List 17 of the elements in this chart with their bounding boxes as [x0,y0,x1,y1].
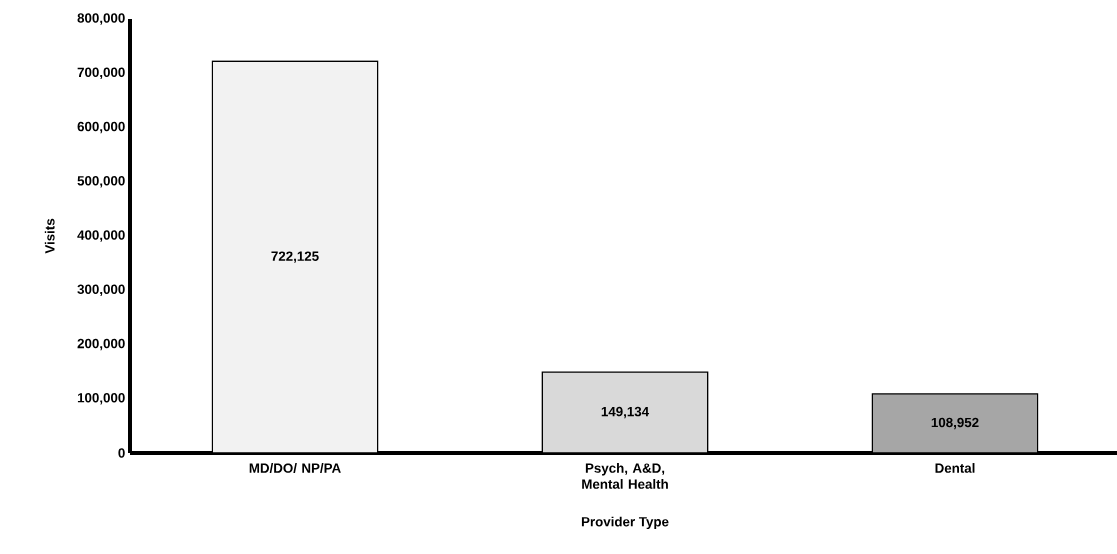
x-tick-label: Psych, A&D, Mental Health [582,463,668,489]
y-tick-label: 100,000 [77,393,125,405]
y-tick-label: 200,000 [77,338,125,351]
x-axis-title: Provider Type [581,516,669,530]
y-tick-label: 600,000 [77,121,125,134]
y-axis-title: Visits [44,218,55,254]
y-tick-label: 0 [118,448,125,458]
y-tick-label: 500,000 [77,176,125,188]
y-tick-label: 400,000 [77,230,125,242]
x-tick-label: Dental [935,463,975,473]
data-label: 108,952 [931,417,979,430]
y-tick-label: 700,000 [77,67,125,79]
x-tick-label: MD/DO/ NP/PA [249,463,341,473]
data-label: 149,134 [601,406,650,419]
y-tick-label: 800,000 [77,13,125,25]
data-label: 722,125 [271,251,319,263]
y-tick-label: 300,000 [77,284,125,296]
